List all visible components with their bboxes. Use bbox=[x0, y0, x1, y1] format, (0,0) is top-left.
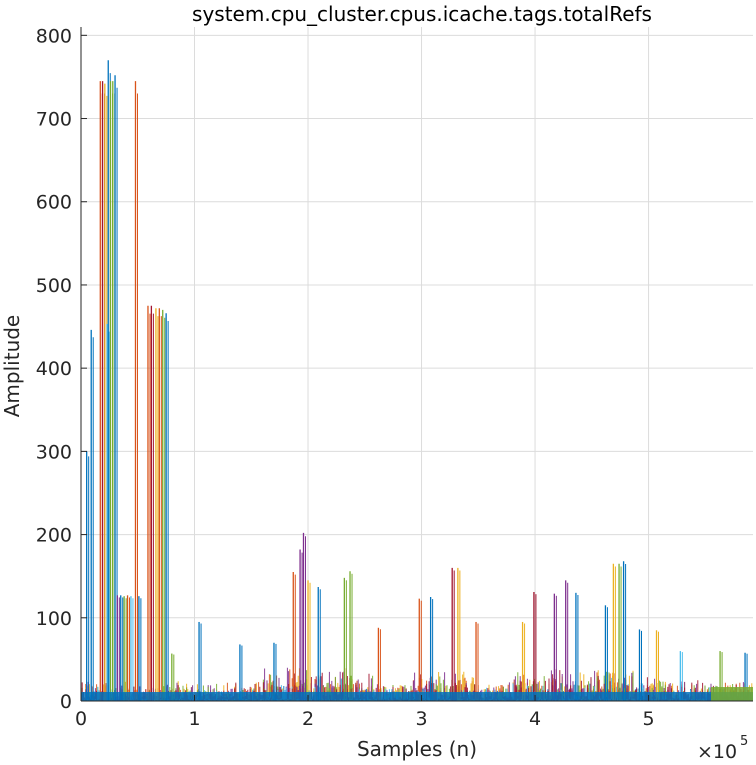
x-tick-label: 5 bbox=[643, 708, 655, 730]
baseline-band bbox=[81, 692, 753, 701]
series-group bbox=[80, 60, 753, 701]
x-axis-exponent-power: 5 bbox=[740, 734, 748, 749]
x-tick-label: 3 bbox=[415, 708, 427, 730]
y-tick-label: 100 bbox=[36, 608, 72, 630]
x-tick-label: 0 bbox=[75, 708, 87, 730]
x-tick-label: 2 bbox=[302, 708, 314, 730]
y-tick-label: 500 bbox=[36, 275, 72, 297]
y-tick-label: 200 bbox=[36, 525, 72, 547]
tick-labels: 0 100 200 300 400 500 600 700 800 0 1 2 3 4 5 bbox=[36, 25, 655, 730]
baseline-band-tail bbox=[711, 687, 753, 701]
y-tick-label: 400 bbox=[36, 358, 72, 380]
chart-title: system.cpu_cluster.cpus.icache.tags.tota… bbox=[192, 2, 652, 26]
axes-group bbox=[80, 27, 753, 702]
y-axis-label: Amplitude bbox=[0, 315, 24, 418]
x-axis-label: Samples (n) bbox=[357, 737, 477, 761]
y-tick-label: 700 bbox=[36, 109, 72, 131]
y-tick-label: 800 bbox=[36, 25, 72, 47]
y-tick-label: 300 bbox=[36, 441, 72, 463]
y-tick-label: 600 bbox=[36, 192, 72, 214]
y-tick-label: 0 bbox=[60, 691, 72, 713]
x-tick-label: 1 bbox=[188, 708, 200, 730]
x-axis-exponent-base: ×10 bbox=[697, 741, 737, 763]
x-tick-label: 4 bbox=[529, 708, 541, 730]
